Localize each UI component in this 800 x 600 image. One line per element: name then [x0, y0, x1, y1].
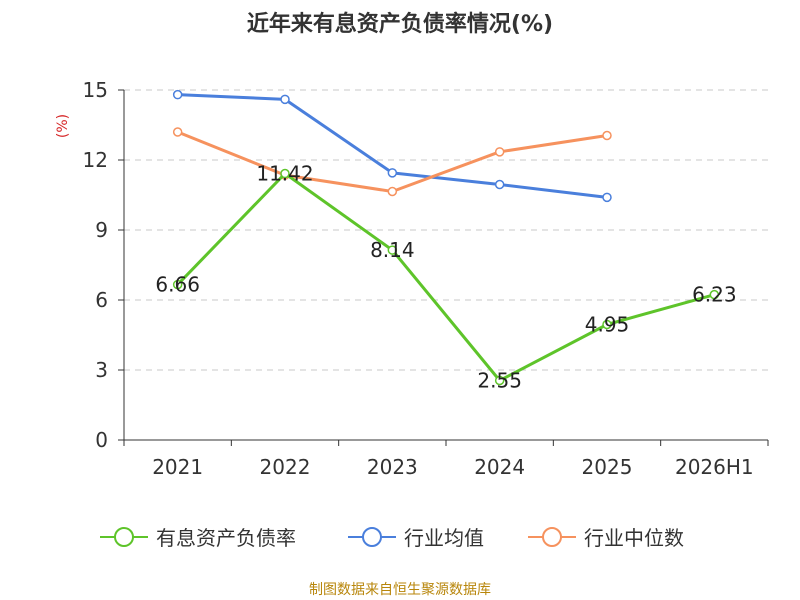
data-labels: 6.66 11.42 8.14 2.55 4.95 6.23 — [155, 162, 736, 393]
y-axis-unit: (%) — [55, 114, 71, 138]
series-line — [176, 172, 715, 382]
legend-marker — [542, 527, 562, 547]
data-point — [172, 279, 183, 290]
y-tick-label: 9 — [95, 218, 108, 242]
data-point — [494, 375, 505, 386]
data-point — [602, 192, 612, 203]
y-tick-label: 12 — [83, 148, 108, 172]
source-note: 制图数据来自恒生聚源数据库 — [309, 582, 491, 598]
legend-marker — [114, 527, 134, 547]
data-point — [387, 168, 398, 178]
data-label: 8.14 — [370, 238, 415, 262]
y-tick-label: 3 — [95, 358, 108, 382]
data-point — [494, 147, 505, 157]
legend-label: 行业中位数 — [584, 526, 684, 550]
x-tick-label: 2021 — [152, 455, 203, 479]
x-tick-label: 2026H1 — [675, 455, 754, 479]
y-tick-label: 6 — [95, 288, 108, 312]
legend-label: 有息资产负债率 — [156, 526, 296, 550]
legend: 有息资产负债率 行业均值 行业中位数 — [100, 526, 684, 550]
data-label: 2.55 — [477, 369, 522, 393]
data-label: 11.42 — [256, 162, 313, 186]
series-layer — [172, 89, 720, 386]
y-tick-label: 0 — [95, 428, 108, 452]
data-point — [172, 127, 183, 137]
data-point — [172, 89, 183, 100]
x-tick-label: 2025 — [582, 455, 633, 479]
x-tick-label: 2023 — [367, 455, 418, 479]
data-point — [280, 94, 290, 105]
x-tick-label: 2022 — [260, 455, 311, 479]
data-point — [387, 186, 398, 197]
data-point — [602, 319, 612, 330]
axes: 0 3 6 9 12 15 2021 2022 2023 2024 2025 2026H1 — [83, 78, 769, 479]
data-point — [387, 245, 398, 255]
data-label: 6.66 — [155, 273, 200, 297]
chart-title: 近年来有息资产负债率情况(%) — [247, 11, 553, 37]
data-label: 4.95 — [585, 313, 630, 337]
x-tick-label: 2024 — [474, 455, 525, 479]
gridlines — [124, 89, 768, 371]
legend-marker — [362, 527, 382, 547]
data-point — [494, 179, 505, 190]
data-point — [602, 130, 612, 141]
y-tick-label: 15 — [83, 78, 108, 102]
data-point — [280, 168, 290, 179]
data-point — [709, 289, 720, 300]
legend-label: 行业均值 — [404, 526, 484, 550]
data-label: 6.23 — [692, 283, 737, 307]
series-line — [177, 130, 608, 193]
